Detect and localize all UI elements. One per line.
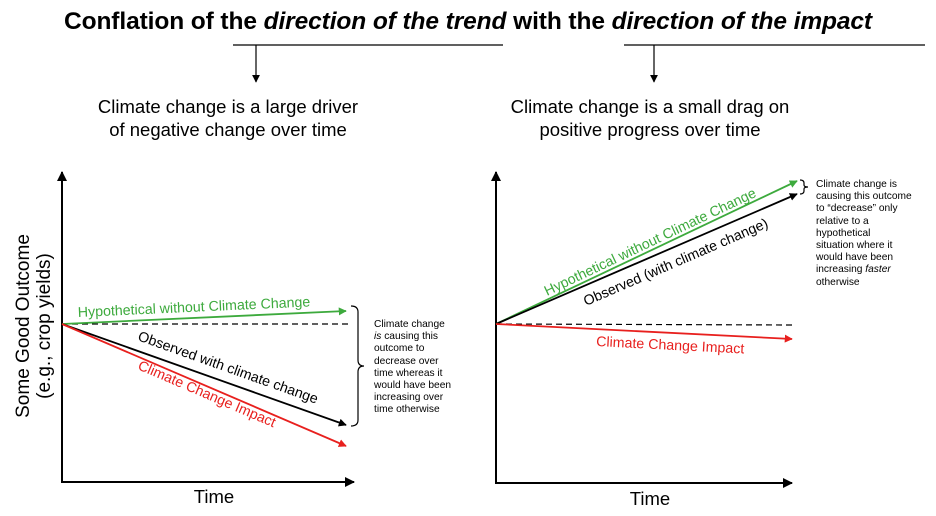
title-emphasis-impact: direction of the impact	[611, 8, 873, 35]
left-note-line4: decrease over	[374, 355, 439, 367]
page-title: Conflation of the direction of the trend…	[0, 8, 936, 36]
left-heading-line2: of negative change over time	[109, 119, 347, 140]
left-note-line7: increasing over	[374, 392, 444, 404]
right-baseline-dashed	[495, 323, 793, 326]
right-chart: Hypothetical without Climate Change Obse…	[491, 171, 809, 509]
right-bracket	[799, 179, 809, 195]
left-note-line2-rest: causing this	[381, 331, 438, 343]
right-note-line9: otherwise	[816, 276, 860, 288]
right-note-line2: causing this outcome	[816, 191, 912, 203]
left-heading-line1: Climate change is a large driver	[97, 96, 359, 117]
right-note-line1: Climate change is	[816, 179, 897, 190]
right-note-emphasis: faster	[865, 264, 891, 276]
right-note-line6: situation where it	[816, 240, 893, 252]
left-bracket	[350, 305, 365, 427]
right-hypothetical-arrow	[495, 180, 798, 325]
title-emphasis-trend: direction of the trend	[263, 8, 507, 35]
left-impact-arrow	[61, 323, 347, 447]
left-x-axis-label: Time	[194, 486, 234, 507]
title-prefix: Conflation of the	[63, 8, 264, 35]
left-note-line2: is causing this	[374, 331, 484, 343]
right-note-line3: to “decrease” only	[816, 203, 898, 215]
right-note-line4: relative to a	[816, 215, 869, 227]
right-observed-arrow	[495, 193, 798, 325]
left-note-line8: time otherwise	[374, 404, 440, 416]
right-note-line8: increasing faster	[816, 264, 934, 276]
right-note-line8-pre: increasing	[816, 264, 866, 276]
right-annotation-note: Climate change is causing this outcome t…	[816, 179, 934, 289]
left-hypothetical-arrow	[61, 307, 347, 325]
right-heading-line1: Climate change is a small drag on	[510, 96, 790, 117]
left-y-axis-label-line2: (e.g., crop yields)	[34, 253, 55, 399]
right-heading-line2: positive progress over time	[539, 119, 761, 140]
left-panel-heading: Climate change is a large driver of nega…	[58, 95, 398, 141]
left-y-axis-label-line1: Some Good Outcome	[13, 234, 34, 418]
right-x-axis-label: Time	[630, 488, 670, 509]
left-annotation-note: Climate change is causing this outcome t…	[374, 319, 484, 417]
right-impact-label: Climate Change Impact	[596, 334, 745, 357]
title-middle: with the	[506, 8, 612, 35]
left-note-line1: Climate change	[374, 319, 445, 330]
right-note-line5: hypothetical	[816, 227, 871, 239]
right-impact-arrow	[495, 323, 793, 343]
left-note-line5: time whereas it	[374, 367, 443, 379]
right-note-line7: would have been	[816, 252, 894, 264]
left-note-emphasis: is	[374, 331, 382, 343]
left-note-line6: would have been	[374, 380, 452, 392]
right-panel-heading: Climate change is a small drag on positi…	[480, 95, 820, 141]
left-note-line3: outcome to	[374, 343, 425, 355]
left-hypothetical-label: Hypothetical without Climate Change	[77, 294, 310, 321]
left-chart: Hypothetical without Climate Change Obse…	[13, 171, 365, 507]
left-observed-arrow	[61, 323, 347, 427]
